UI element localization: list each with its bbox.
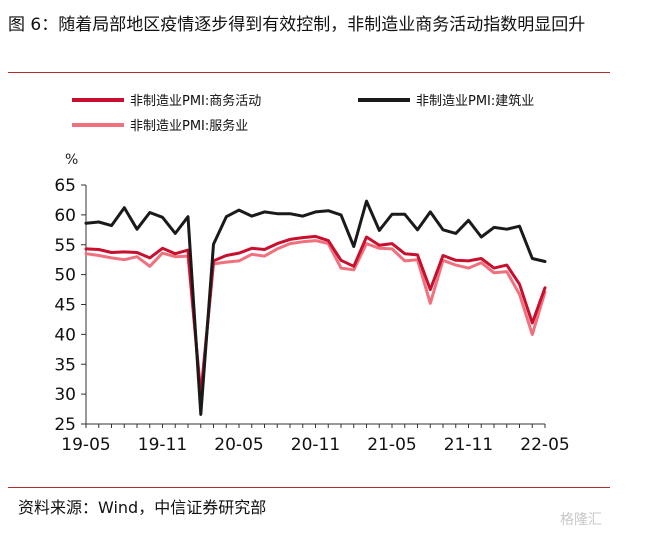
y-tick-label: 50 <box>54 266 76 286</box>
y-tick-label: 35 <box>54 355 76 375</box>
x-tick-label: 19-05 <box>61 435 110 455</box>
x-tick-label: 19-11 <box>138 435 187 455</box>
y-tick-label: 60 <box>54 206 76 226</box>
y-tick-label: 65 <box>54 176 76 196</box>
legend-label: 非制造业PMI:服务业 <box>130 118 248 134</box>
series-line <box>84 239 547 395</box>
x-tick-label: 22-05 <box>520 435 569 455</box>
y-tick-label: 30 <box>54 385 76 405</box>
x-tick-label: 20-05 <box>214 435 263 455</box>
x-tick-label: 21-05 <box>367 435 416 455</box>
source-divider <box>8 487 610 488</box>
series-line <box>84 234 547 398</box>
x-tick-label: 21-11 <box>444 435 493 455</box>
watermark: 格隆汇 <box>560 512 602 528</box>
series-lines <box>84 199 547 416</box>
legend-label: 非制造业PMI:建筑业 <box>416 93 534 109</box>
chart-title: 图 6：随着局部地区疫情逐步得到有效控制，非制造业商务活动指数明显回升 <box>8 15 586 35</box>
y-axis: 25 30 35 40 45 50 55 60 65 <box>54 176 87 435</box>
x-tick-label: 20-11 <box>291 435 340 455</box>
x-axis: 19-05 19-11 20-05 20-11 21-05 21-11 22-05 <box>61 423 570 455</box>
y-tick-label: 45 <box>54 296 76 316</box>
y-tick-label: 25 <box>54 415 76 435</box>
y-tick-label: 40 <box>54 325 76 345</box>
series-line <box>84 199 547 416</box>
title-divider <box>8 72 610 73</box>
y-tick-label: 55 <box>54 236 76 256</box>
legend-label: 非制造业PMI:商务活动 <box>130 93 261 109</box>
y-unit-label: % <box>65 152 78 168</box>
source-note: 资料来源：Wind，中信证券研究部 <box>18 498 267 517</box>
